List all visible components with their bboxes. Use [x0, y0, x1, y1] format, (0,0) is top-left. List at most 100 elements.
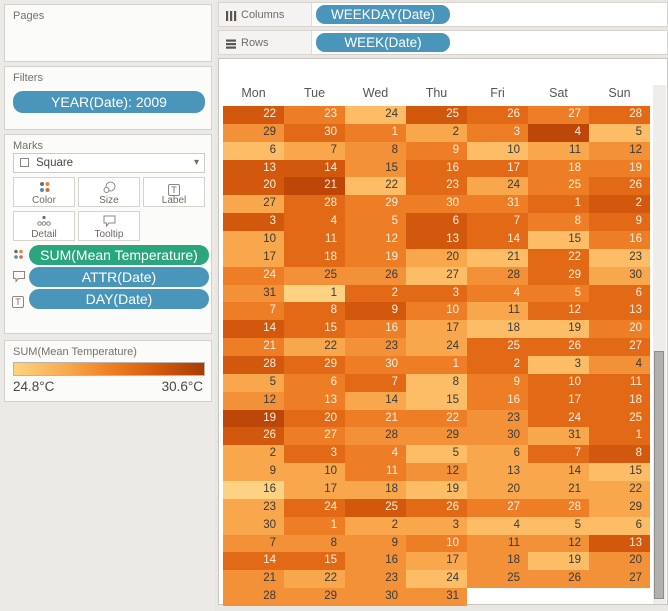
day-cell[interactable]: 25 — [345, 498, 406, 517]
day-cell[interactable]: 19 — [345, 248, 406, 267]
day-cell[interactable]: 5 — [406, 445, 467, 464]
day-cell[interactable]: 20 — [406, 248, 467, 267]
day-cell[interactable]: 22 — [589, 481, 650, 499]
day-cell[interactable]: 9 — [467, 373, 528, 392]
day-cell[interactable]: 14 — [467, 231, 528, 249]
day-cell[interactable]: 3 — [406, 516, 467, 535]
day-cell[interactable]: 21 — [284, 177, 345, 196]
day-cell[interactable]: 14 — [528, 463, 589, 481]
day-cell[interactable]: 25 — [589, 409, 650, 428]
day-cell[interactable]: 12 — [406, 463, 467, 481]
day-cell[interactable]: 4 — [467, 516, 528, 535]
day-cell[interactable]: 24 — [284, 498, 345, 517]
day-cell[interactable]: 29 — [223, 123, 284, 142]
day-cell[interactable]: 9 — [406, 141, 467, 160]
day-cell[interactable]: 16 — [223, 481, 284, 499]
day-cell[interactable]: 11 — [345, 463, 406, 481]
day-cell[interactable]: 28 — [589, 106, 650, 124]
day-cell[interactable]: 28 — [284, 195, 345, 214]
day-cell[interactable]: 26 — [528, 338, 589, 356]
day-cell[interactable]: 22 — [406, 409, 467, 428]
day-cell[interactable]: 16 — [589, 231, 650, 249]
day-cell[interactable]: 4 — [284, 213, 345, 231]
day-cell[interactable]: 23 — [467, 409, 528, 428]
day-cell[interactable]: 6 — [223, 141, 284, 160]
day-cell[interactable]: 13 — [589, 302, 650, 321]
day-cell[interactable]: 8 — [406, 373, 467, 392]
day-cell[interactable]: 23 — [345, 570, 406, 589]
day-cell[interactable]: 22 — [345, 177, 406, 196]
day-cell[interactable]: 13 — [223, 159, 284, 178]
day-cell[interactable]: 7 — [528, 445, 589, 464]
tooltip-button[interactable]: Tooltip — [78, 211, 140, 241]
day-cell[interactable]: 23 — [589, 248, 650, 267]
day-cell[interactable]: 10 — [406, 302, 467, 321]
marks-pill-day-date[interactable]: DAY(Date) — [29, 289, 209, 309]
day-cell[interactable]: 21 — [467, 248, 528, 267]
day-cell[interactable]: 13 — [406, 231, 467, 249]
day-cell[interactable]: 25 — [467, 570, 528, 589]
vertical-scrollbar-track[interactable] — [653, 85, 666, 604]
day-cell[interactable]: 18 — [589, 391, 650, 410]
day-cell[interactable]: 29 — [345, 195, 406, 214]
day-cell[interactable]: 27 — [284, 427, 345, 446]
day-cell[interactable]: 13 — [284, 391, 345, 410]
day-cell[interactable]: 30 — [406, 195, 467, 214]
day-cell[interactable]: 8 — [284, 302, 345, 321]
detail-button[interactable]: Detail — [13, 211, 75, 241]
day-cell[interactable]: 27 — [589, 338, 650, 356]
day-cell[interactable]: 1 — [345, 123, 406, 142]
day-cell[interactable]: 7 — [345, 373, 406, 392]
day-cell[interactable]: 21 — [223, 338, 284, 356]
day-cell[interactable]: 22 — [528, 248, 589, 267]
day-cell[interactable]: 30 — [589, 266, 650, 285]
day-cell[interactable]: 23 — [345, 338, 406, 356]
day-cell[interactable]: 25 — [406, 106, 467, 124]
day-cell[interactable]: 26 — [223, 427, 284, 446]
day-cell[interactable]: 26 — [345, 266, 406, 285]
day-cell[interactable]: 24 — [223, 266, 284, 285]
day-cell[interactable]: 12 — [528, 534, 589, 553]
day-cell[interactable]: 1 — [589, 427, 650, 446]
day-cell[interactable]: 24 — [345, 106, 406, 124]
day-cell[interactable]: 30 — [284, 123, 345, 142]
day-cell[interactable]: 21 — [345, 409, 406, 428]
day-cell[interactable]: 19 — [528, 320, 589, 339]
day-cell[interactable]: 10 — [406, 534, 467, 553]
day-cell[interactable]: 18 — [284, 248, 345, 267]
day-cell[interactable]: 19 — [589, 159, 650, 178]
day-cell[interactable]: 28 — [345, 427, 406, 446]
day-cell[interactable]: 11 — [589, 373, 650, 392]
day-cell[interactable]: 9 — [345, 534, 406, 553]
day-cell[interactable]: 19 — [406, 481, 467, 499]
day-cell[interactable]: 5 — [589, 123, 650, 142]
day-cell[interactable]: 2 — [345, 284, 406, 303]
day-cell[interactable]: 12 — [223, 391, 284, 410]
day-cell[interactable]: 23 — [406, 177, 467, 196]
day-cell[interactable]: 16 — [406, 159, 467, 178]
day-cell[interactable]: 6 — [406, 213, 467, 231]
day-cell[interactable]: 2 — [406, 123, 467, 142]
day-cell[interactable]: 31 — [467, 195, 528, 214]
day-cell[interactable]: 6 — [284, 373, 345, 392]
day-cell[interactable]: 13 — [589, 534, 650, 553]
day-cell[interactable]: 29 — [528, 266, 589, 285]
day-cell[interactable]: 8 — [528, 213, 589, 231]
day-cell[interactable]: 20 — [284, 409, 345, 428]
day-cell[interactable]: 19 — [528, 552, 589, 571]
day-cell[interactable]: 6 — [467, 445, 528, 464]
day-cell[interactable]: 1 — [528, 195, 589, 214]
day-cell[interactable]: 8 — [589, 445, 650, 464]
day-cell[interactable]: 4 — [589, 356, 650, 374]
day-cell[interactable]: 1 — [284, 516, 345, 535]
color-button[interactable]: Color — [13, 177, 75, 207]
day-cell[interactable]: 17 — [284, 481, 345, 499]
day-cell[interactable]: 18 — [528, 159, 589, 178]
day-cell[interactable]: 4 — [528, 123, 589, 142]
day-cell[interactable]: 31 — [406, 588, 467, 606]
day-cell[interactable]: 27 — [467, 498, 528, 517]
day-cell[interactable]: 14 — [284, 159, 345, 178]
day-cell[interactable]: 31 — [528, 427, 589, 446]
day-cell[interactable]: 14 — [223, 320, 284, 339]
filter-pill-year[interactable]: YEAR(Date): 2009 — [13, 91, 205, 113]
